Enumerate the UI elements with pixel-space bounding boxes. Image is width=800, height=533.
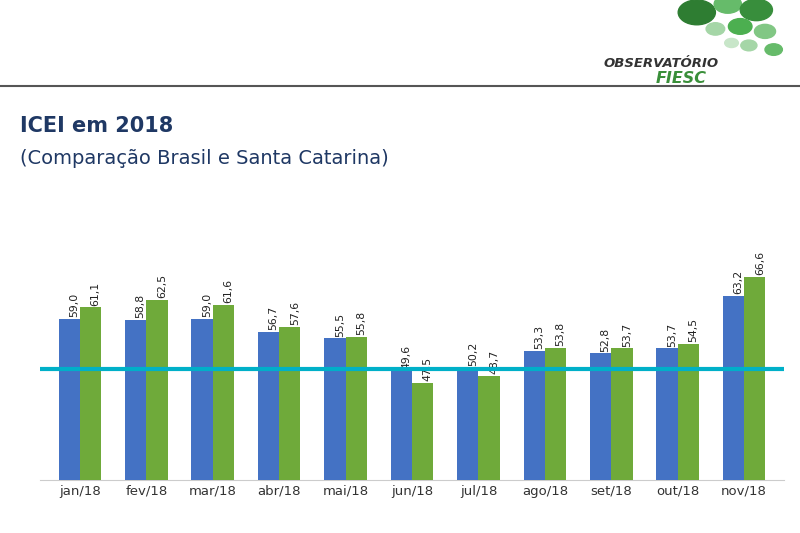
Text: 48,7: 48,7 (489, 350, 499, 374)
Text: 50,2: 50,2 (468, 342, 478, 366)
Bar (478, 376, 500, 533)
Text: 56,7: 56,7 (269, 306, 278, 330)
Text: FIESC: FIESC (656, 71, 707, 86)
Bar (611, 349, 633, 533)
Text: (Comparação Brasil e Santa Catarina): (Comparação Brasil e Santa Catarina) (20, 149, 389, 168)
Circle shape (741, 40, 757, 51)
Text: OBSERVATÓRIO: OBSERVATÓRIO (604, 58, 719, 70)
Bar (657, 349, 678, 533)
Bar (58, 319, 80, 533)
Bar (258, 332, 279, 533)
Text: 61,6: 61,6 (223, 279, 234, 303)
Bar (457, 368, 478, 533)
Circle shape (725, 38, 738, 47)
Text: 53,7: 53,7 (622, 322, 632, 346)
Bar (80, 308, 101, 533)
Text: 53,7: 53,7 (667, 322, 677, 346)
Text: 49,6: 49,6 (402, 345, 411, 369)
Bar (678, 344, 699, 533)
Text: 62,5: 62,5 (157, 274, 167, 298)
Text: 53,3: 53,3 (534, 325, 544, 349)
Text: 59,0: 59,0 (202, 293, 212, 317)
Text: 55,5: 55,5 (335, 312, 345, 337)
Text: 66,6: 66,6 (754, 251, 765, 275)
Bar (590, 353, 611, 533)
Circle shape (706, 23, 725, 35)
Text: ICEI em 2018: ICEI em 2018 (20, 116, 174, 136)
Circle shape (765, 44, 782, 55)
Bar (324, 338, 346, 533)
Circle shape (754, 25, 775, 38)
Bar (191, 319, 213, 533)
Bar (346, 337, 367, 533)
Bar (723, 296, 744, 533)
Bar (125, 320, 146, 533)
Text: 47,5: 47,5 (422, 357, 433, 381)
Bar (545, 348, 566, 533)
Circle shape (678, 0, 715, 25)
Bar (744, 277, 766, 533)
Bar (279, 327, 301, 533)
Text: 59,0: 59,0 (70, 293, 79, 317)
Text: 54,5: 54,5 (688, 318, 698, 342)
Circle shape (740, 0, 773, 21)
Circle shape (714, 0, 742, 13)
Text: 55,8: 55,8 (356, 311, 366, 335)
Text: 63,2: 63,2 (734, 270, 743, 294)
Text: 61,1: 61,1 (90, 281, 101, 305)
Text: 58,8: 58,8 (136, 294, 146, 318)
Bar (412, 383, 434, 533)
Bar (524, 351, 545, 533)
Bar (146, 300, 167, 533)
Circle shape (729, 19, 752, 34)
Text: 57,6: 57,6 (290, 301, 300, 325)
Text: 53,8: 53,8 (555, 322, 566, 346)
Bar (213, 304, 234, 533)
Text: 52,8: 52,8 (601, 327, 610, 352)
Bar (390, 371, 412, 533)
